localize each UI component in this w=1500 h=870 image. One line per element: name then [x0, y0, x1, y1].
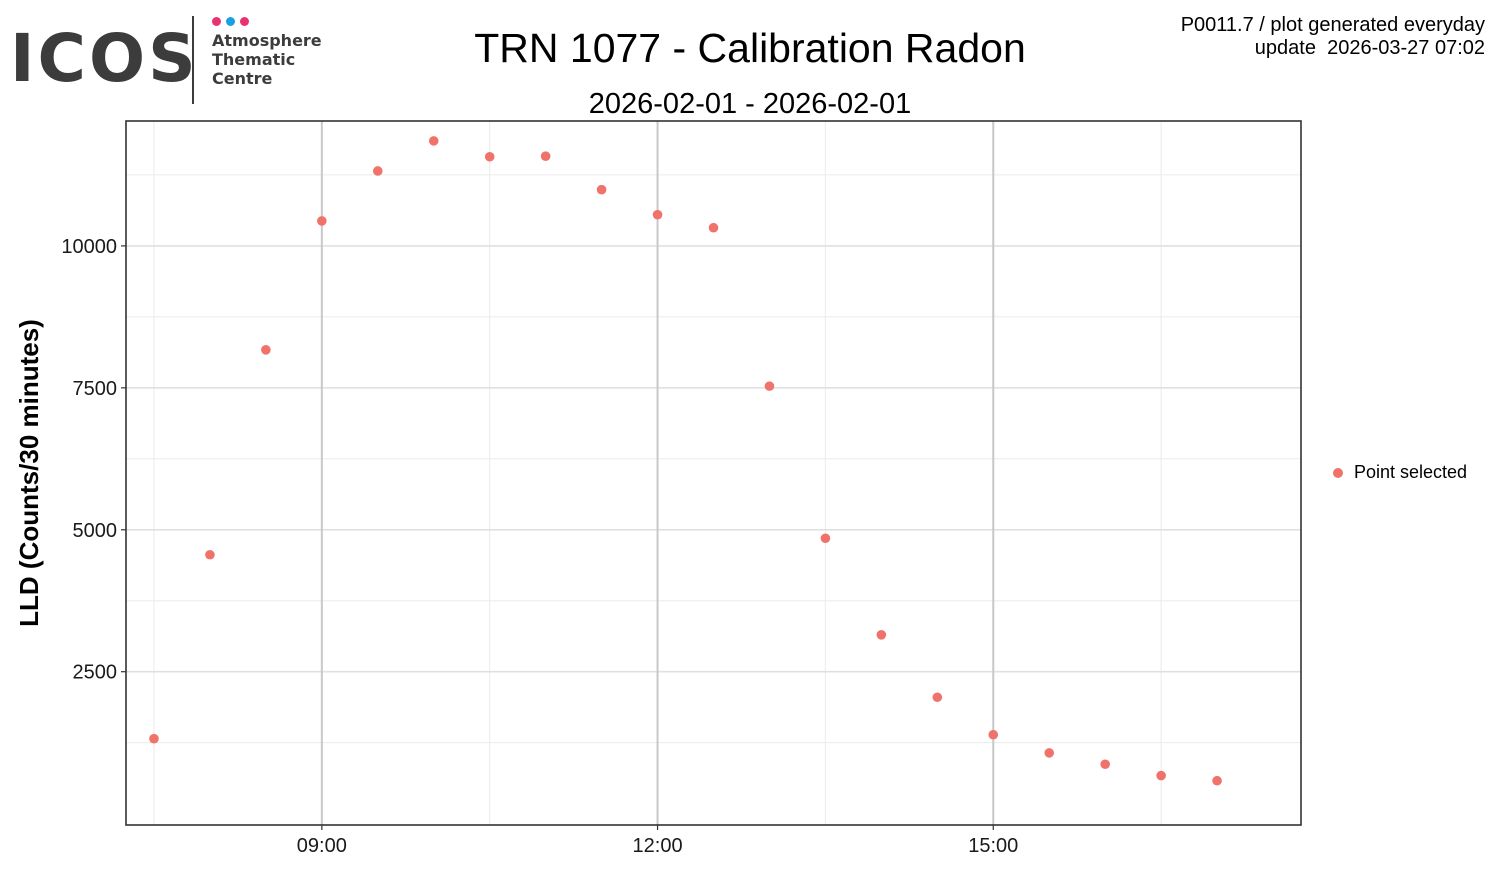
data-point — [484, 151, 495, 162]
data-point — [932, 692, 943, 703]
y-tick-label: 2500 — [73, 662, 118, 684]
logo-dot-1 — [212, 17, 221, 26]
y-axis-title: LLD (Counts/30 minutes) — [14, 319, 44, 627]
data-point — [428, 136, 439, 146]
x-tick-label: 09:00 — [297, 835, 347, 857]
logo-line-2: Thematic — [212, 50, 296, 69]
generation-info: P0011.7 / plot generated everyday update… — [1181, 14, 1485, 60]
chart-subtitle: 2026-02-01 - 2026-02-01 — [588, 88, 912, 120]
icos-logo: ICOS Atmosphere Thematic Centre — [10, 14, 330, 106]
plot-border — [125, 120, 1302, 826]
legend-key-point-selected — [1333, 467, 1343, 478]
data-point — [764, 381, 775, 391]
logo-divider — [192, 16, 194, 104]
data-point — [708, 222, 719, 233]
data-point — [988, 729, 999, 740]
y-tick-label: 7500 — [73, 378, 118, 400]
x-tick-label: 12:00 — [633, 835, 683, 857]
data-point — [261, 345, 271, 355]
y-tick-label: 5000 — [73, 520, 118, 542]
data-point — [820, 533, 831, 544]
data-point — [317, 216, 327, 226]
logo-dot-2 — [226, 17, 235, 26]
chart-legend: Point selected — [1333, 462, 1467, 483]
data-point — [1212, 775, 1222, 786]
data-point — [1044, 748, 1055, 758]
y-tick-label: 10000 — [61, 236, 117, 258]
data-point — [652, 209, 663, 220]
data-point — [1156, 770, 1166, 781]
logo-line-1: Atmosphere — [212, 31, 322, 50]
logo-wordmark: ICOS — [10, 20, 199, 97]
logo-line-3: Centre — [212, 69, 273, 88]
data-point — [876, 630, 887, 640]
chart-title: TRN 1077 - Calibration Radon — [474, 25, 1026, 71]
data-point — [205, 549, 215, 560]
data-point — [540, 151, 551, 161]
generation-note: P0011.7 / plot generated everyday — [1180, 14, 1485, 36]
logo-dot-3 — [240, 17, 249, 26]
data-point — [1100, 759, 1110, 770]
data-point — [596, 184, 607, 195]
legend-label-point-selected: Point selected — [1354, 462, 1468, 482]
update-timestamp: update 2026-03-27 07:02 — [1254, 37, 1485, 59]
data-point — [372, 166, 383, 176]
x-tick-label: 15:00 — [968, 835, 1018, 857]
data-point — [149, 733, 159, 744]
